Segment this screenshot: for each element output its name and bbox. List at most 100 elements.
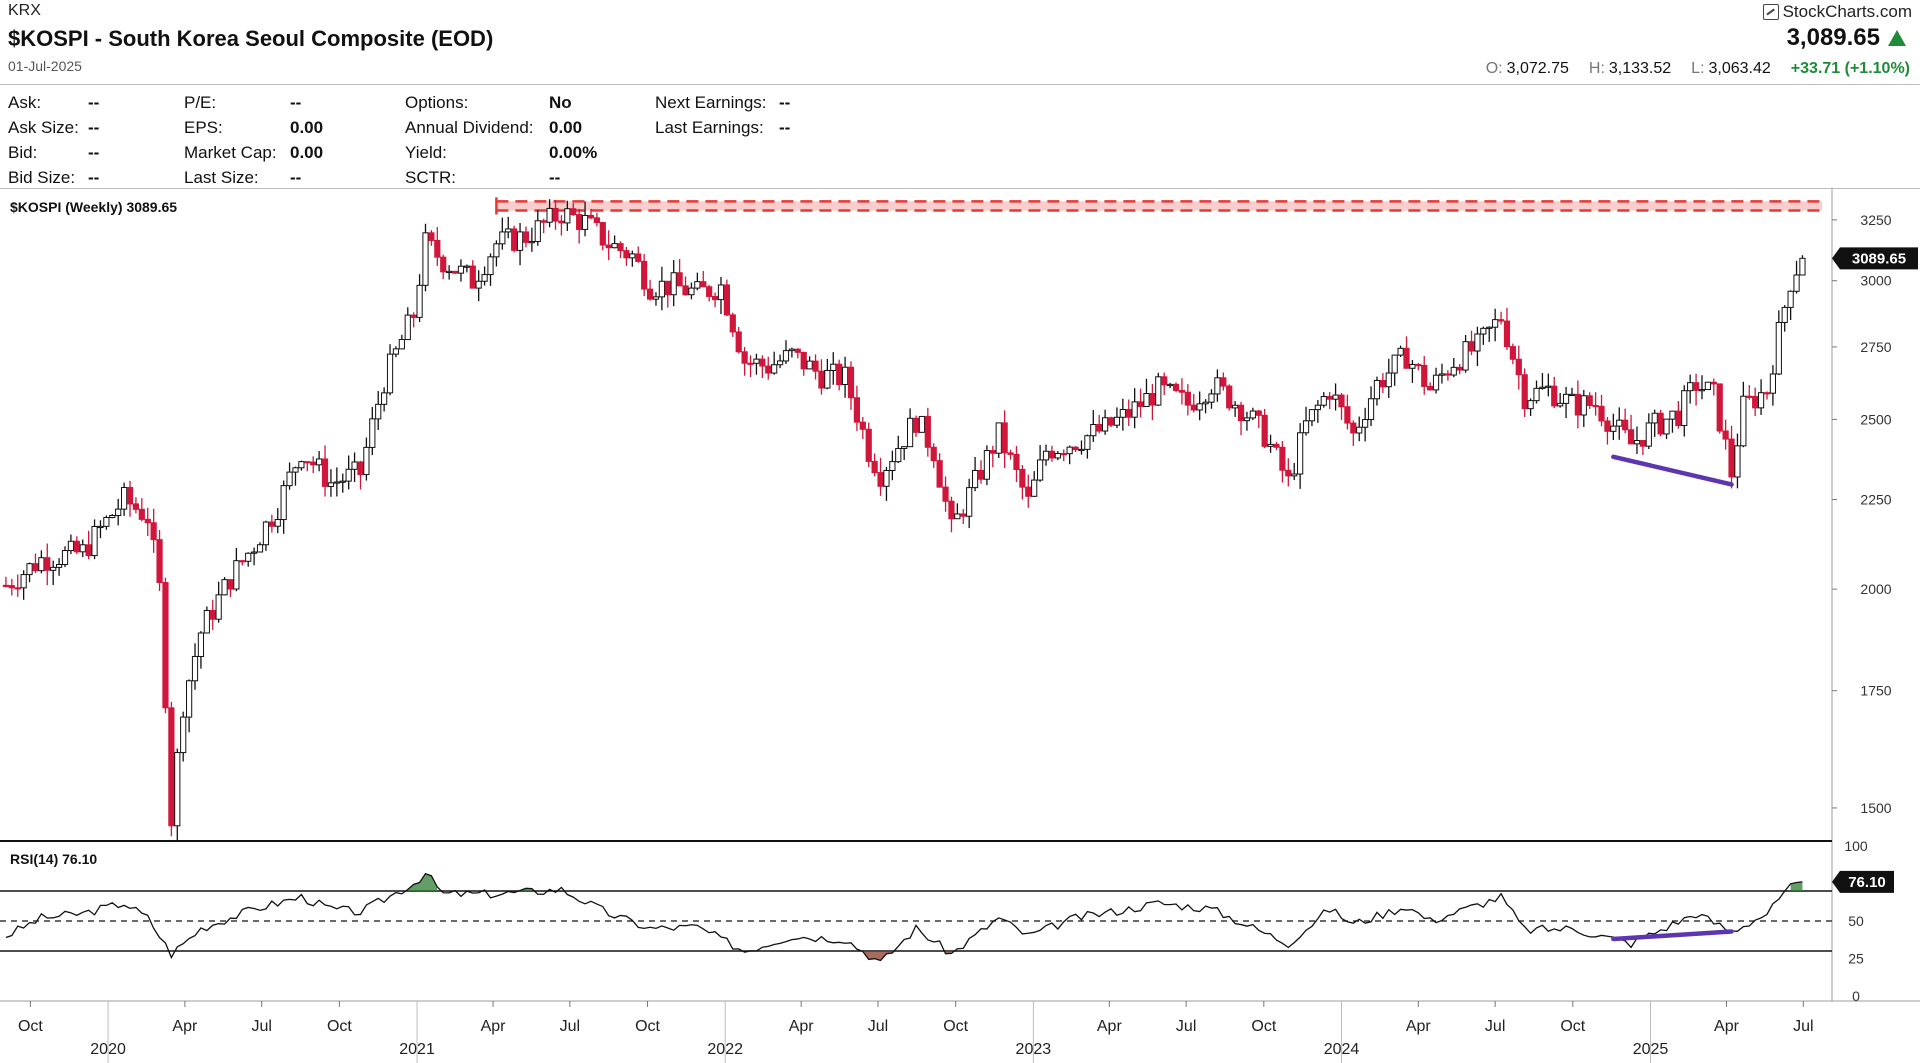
time-tick-label: Jul — [251, 1018, 271, 1035]
candle-body — [1344, 406, 1351, 424]
candle-body — [1645, 422, 1652, 447]
candle-body — [487, 256, 494, 276]
candle-body — [706, 286, 713, 297]
candle-body — [1616, 419, 1623, 427]
candle-body — [1013, 453, 1020, 471]
candle-body — [463, 265, 470, 268]
price-tick-label: 2750 — [1860, 339, 1891, 355]
candle-body — [1687, 382, 1694, 392]
quote-value: 0.00 — [290, 143, 324, 162]
candle-body — [138, 508, 145, 520]
candle-body — [451, 270, 459, 274]
quote-value: -- — [88, 93, 100, 112]
candle-body — [694, 281, 701, 289]
quote-value: 0.00 — [549, 118, 583, 137]
page-title: $KOSPI - South Korea Seoul Composite (EO… — [8, 26, 494, 51]
quote-row: Next Earnings: -- — [655, 90, 835, 115]
candle-body — [522, 231, 530, 243]
candle-body — [416, 284, 423, 318]
candle-body — [1728, 438, 1735, 478]
candle-body — [948, 500, 955, 520]
candle-body — [906, 417, 914, 448]
candle-body — [1367, 398, 1375, 421]
candle-body — [841, 366, 849, 385]
quote-value: -- — [88, 143, 100, 162]
candle-body — [1220, 377, 1227, 387]
candle-body — [1734, 445, 1741, 478]
candle-body — [1084, 435, 1091, 450]
brand-link[interactable]: StockCharts.com — [1762, 2, 1912, 22]
time-tick-label: Apr — [1714, 1018, 1740, 1035]
price-tick-label: 3250 — [1860, 212, 1891, 228]
candle-body — [1592, 404, 1599, 408]
header-divider — [0, 84, 1920, 85]
candle-body — [836, 363, 843, 385]
quote-label: Ask: — [8, 93, 42, 112]
candle-body — [1037, 459, 1044, 481]
rsi-trendline — [1611, 929, 1734, 942]
candle-body — [1527, 400, 1534, 410]
candle-body — [924, 415, 931, 448]
candle-body — [1497, 319, 1505, 322]
candle-body — [1480, 327, 1487, 335]
candle-body — [812, 360, 819, 372]
candle-body — [1356, 426, 1363, 434]
candle-body — [286, 471, 293, 487]
candle-body — [1610, 425, 1617, 432]
candle-body — [1663, 418, 1670, 435]
candle-body — [245, 552, 252, 562]
candle-body — [1421, 364, 1428, 387]
candle-body — [641, 260, 648, 290]
candle-body — [1444, 373, 1451, 376]
candle-body — [1143, 393, 1150, 407]
candle-body — [316, 458, 323, 466]
candle-body — [446, 270, 453, 274]
candle-body — [505, 228, 512, 233]
candle-body — [274, 519, 281, 527]
candle-body — [859, 421, 866, 430]
quote-label: Annual Dividend: — [405, 118, 534, 137]
candle-body — [1308, 409, 1316, 422]
candle-body — [806, 360, 813, 370]
candle-body — [156, 539, 163, 584]
candle-body — [516, 231, 524, 251]
candle-body — [1604, 420, 1611, 432]
rsi-value-tag-label: 76.10 — [1848, 874, 1886, 891]
candle-body — [1574, 393, 1581, 416]
candle-body — [410, 314, 417, 318]
quote-row: Bid: -- — [8, 140, 178, 165]
candle-body — [475, 280, 482, 289]
candle-body — [1066, 446, 1073, 455]
time-tick-label: Oct — [1251, 1018, 1276, 1035]
price-chart[interactable]: 150017502000225025002750300032503089.65 … — [0, 188, 1920, 1063]
candle-body — [1279, 446, 1286, 471]
time-tick-label: Apr — [172, 1018, 198, 1035]
candle-body — [581, 214, 589, 230]
candle-body — [818, 370, 825, 389]
candle-body — [942, 486, 949, 502]
candle-body — [180, 716, 187, 754]
candle-body — [1237, 404, 1245, 422]
candle-body — [1060, 453, 1067, 456]
candle-body — [386, 353, 394, 394]
time-tick-label: Jul — [1793, 1018, 1813, 1035]
candle-body — [327, 482, 335, 487]
quote-label: P/E: — [184, 93, 217, 112]
candle-body — [765, 365, 772, 374]
candle-body — [132, 503, 140, 510]
candle-body — [1456, 366, 1463, 371]
rsi-panel: 0 25 50 100 76.10 — [0, 838, 1894, 1004]
candle-body — [558, 220, 565, 224]
quote-row: Market Cap: 0.00 — [184, 140, 384, 165]
candle-body — [865, 428, 872, 462]
time-tick-label: Jul — [868, 1018, 888, 1035]
candle-body — [304, 461, 311, 464]
candle-body — [983, 450, 991, 480]
candle-body — [1314, 404, 1321, 411]
candle-body — [1533, 387, 1540, 402]
candle-body — [1190, 404, 1197, 411]
candle-body — [1119, 408, 1126, 418]
resistance-zone — [496, 201, 1823, 211]
candle-body — [1669, 410, 1676, 420]
quote-row: Yield: 0.00% — [405, 140, 625, 165]
